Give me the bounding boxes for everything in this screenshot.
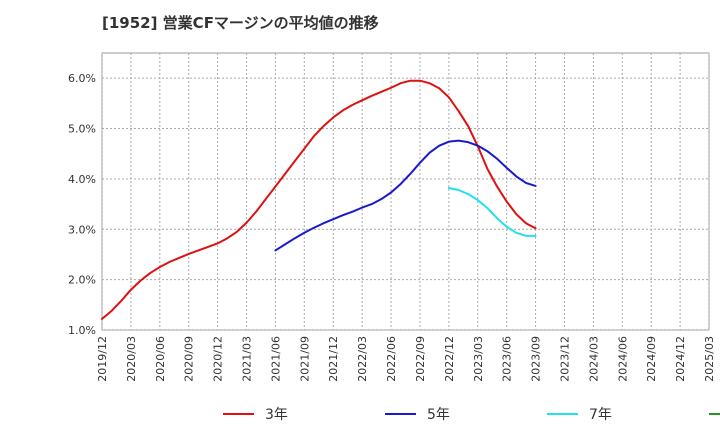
x-axis: 2019/12 2020/03 2020/06 2020/09 2020/12 2021/…	[96, 336, 716, 382]
legend-label: 7年	[589, 407, 612, 423]
x-tick-label: 2023/03	[472, 336, 485, 382]
x-tick-label: 2020/03	[125, 336, 138, 382]
y-tick-label: 3.0%	[68, 223, 96, 236]
x-tick-label: 2022/09	[414, 336, 427, 382]
y-axis: 1.0% 2.0% 3.0% 4.0% 5.0% 6.0%	[68, 72, 96, 337]
x-tick-label: 2025/03	[703, 336, 716, 382]
x-tick-label: 2024/09	[645, 336, 658, 382]
series-line-5年	[274, 139, 537, 252]
x-tick-label: 2022/03	[356, 336, 369, 382]
legend: 3年5年7年10年	[223, 407, 720, 423]
legend-label: 3年	[265, 407, 288, 423]
x-tick-label: 2019/12	[96, 336, 109, 382]
x-tick-label: 2024/03	[587, 336, 600, 382]
legend-label: 5年	[427, 407, 450, 423]
grid-layer	[101, 53, 710, 331]
series-line-3年	[101, 79, 537, 320]
x-tick-label: 2023/12	[558, 336, 571, 382]
x-tick-label: 2021/12	[327, 336, 340, 382]
x-tick-label: 2024/06	[616, 336, 629, 382]
x-tick-label: 2023/06	[501, 336, 514, 382]
x-tick-label: 2023/09	[530, 336, 543, 382]
x-tick-label: 2021/03	[241, 336, 254, 382]
plot-frame	[101, 52, 710, 331]
x-tick-label: 2020/12	[212, 336, 225, 382]
y-tick-label: 4.0%	[68, 173, 96, 186]
x-tick-label: 2021/09	[298, 336, 311, 382]
y-tick-label: 1.0%	[68, 324, 96, 337]
y-tick-label: 6.0%	[68, 72, 96, 85]
x-tick-label: 2020/09	[183, 336, 196, 382]
x-tick-label: 2021/06	[269, 336, 282, 382]
x-tick-label: 2022/06	[385, 336, 398, 382]
y-tick-label: 2.0%	[68, 274, 96, 287]
x-tick-label: 2022/12	[443, 336, 456, 382]
chart-title: [1952] 営業CFマージンの平均値の推移	[102, 14, 379, 32]
series-layer	[101, 79, 537, 320]
y-tick-label: 5.0%	[68, 123, 96, 136]
x-tick-label: 2020/06	[154, 336, 167, 382]
series-line-7年	[447, 186, 537, 237]
x-tick-label: 2024/12	[674, 336, 687, 382]
